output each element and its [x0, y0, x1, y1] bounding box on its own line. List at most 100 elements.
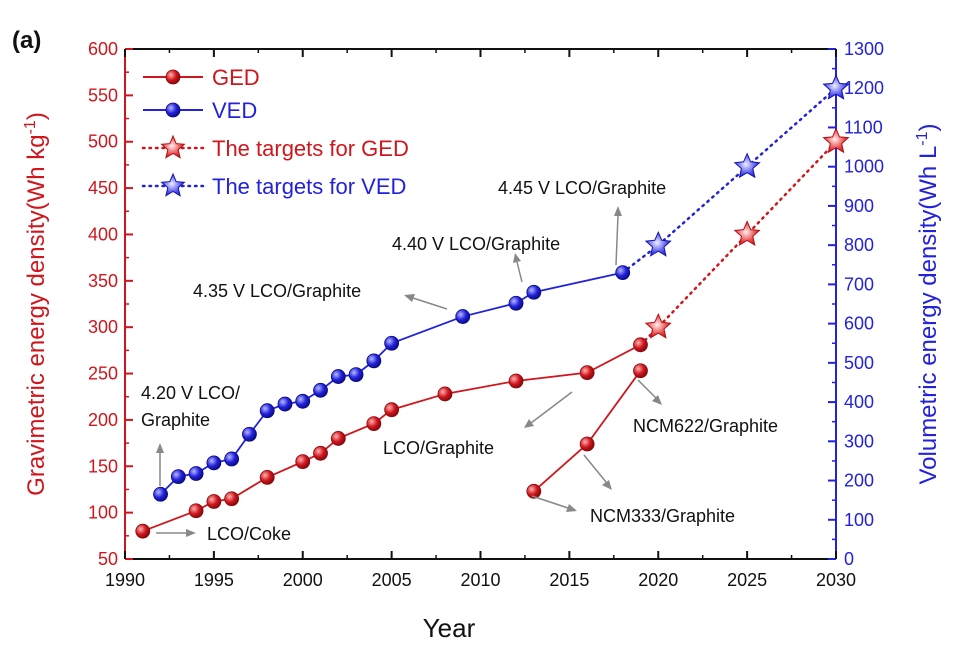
annotation-420v-line2: Graphite	[141, 410, 210, 430]
y-tick-left-label: 200	[88, 410, 118, 430]
y-tick-right-label: 500	[844, 353, 874, 373]
x-tick-label: 2025	[727, 570, 767, 590]
series-4	[621, 73, 850, 274]
target-star-point	[644, 230, 672, 257]
legend-star-ged-icon	[160, 134, 186, 159]
y-tick-left-label: 300	[88, 317, 118, 337]
legend-label-targets-ved: The targets for VED	[212, 174, 406, 199]
axes	[124, 48, 837, 560]
data-point	[633, 363, 648, 379]
target-star-point	[733, 152, 761, 179]
series-3	[639, 127, 850, 347]
y-tick-right-label: 800	[844, 235, 874, 255]
x-axis-label: Year	[423, 613, 476, 643]
y-tick-left-label: 50	[98, 549, 118, 569]
y-ticks-left: 50 100 150 200 250 300 350 400 450 500 550 600	[88, 39, 133, 569]
data-point	[313, 445, 328, 461]
y-tick-right-label: 1100	[844, 117, 883, 137]
annotation-ncm333-text: NCM333/Graphite	[590, 506, 735, 526]
series-line-targets	[621, 86, 838, 274]
legend-item-targets-ged: The targets for GED	[141, 134, 409, 161]
annotation-420v-line1: 4.20 V LCO/	[141, 383, 240, 403]
y-tick-right-label: 1300	[844, 39, 884, 59]
y-tick-left-label: 400	[88, 224, 118, 244]
y-axis-right-label-unit: -1	[914, 131, 931, 145]
annotation-445v-text: 4.45 V LCO/Graphite	[498, 178, 666, 198]
y-tick-left-label: 100	[88, 503, 118, 523]
y-axis-left-label-unit: -1	[22, 120, 39, 134]
target-star-point	[822, 127, 850, 154]
series-2	[153, 265, 631, 502]
y-tick-left-label: 150	[88, 456, 118, 476]
legend-star-ved-icon	[160, 172, 186, 197]
legend-star-ved-shape	[160, 172, 186, 197]
data-point	[455, 309, 471, 324]
y-tick-right-label: 900	[844, 196, 874, 216]
data-point	[366, 353, 382, 369]
y-tick-right-label: 200	[844, 471, 874, 491]
legend: GED VED The targets for GED The targets …	[141, 65, 409, 199]
data-point	[170, 469, 186, 485]
data-point	[508, 373, 524, 389]
y-tick-left-label: 600	[88, 39, 118, 59]
annotation-440v: 4.40 V LCO/Graphite	[392, 234, 560, 283]
data-point	[508, 295, 524, 311]
legend-star-ged-shape	[160, 134, 186, 159]
y-tick-left-label: 550	[88, 85, 118, 105]
y-axis-left-label: Gravimetric energy density(Wh kg-1)	[22, 112, 50, 496]
x-tick-label: 2000	[283, 570, 323, 590]
legend-item-ved: VED	[143, 98, 257, 123]
data-point	[153, 486, 168, 502]
series-0	[135, 337, 648, 539]
data-point	[579, 436, 595, 452]
y-axis-right-label: Volumetric energy density(Wh L-1)	[914, 123, 942, 484]
data-point	[206, 455, 222, 471]
annotation-lco-graphite-text: LCO/Graphite	[383, 438, 494, 458]
annotation-lco-coke: LCO/Coke	[156, 524, 291, 544]
legend-label-targets-ged: The targets for GED	[212, 136, 409, 161]
annotation-440v-text: 4.40 V LCO/Graphite	[392, 234, 560, 254]
data-point	[224, 451, 240, 467]
y-axis-left-label-close: )	[23, 112, 50, 120]
annotation-ncm333: NCM333/Graphite	[531, 454, 735, 526]
data-point	[259, 469, 275, 485]
data-point	[330, 431, 346, 446]
target-star-point	[733, 220, 761, 247]
data-point	[224, 491, 240, 507]
y-axis-right-label-close: )	[915, 123, 942, 131]
y-tick-left-label: 250	[88, 364, 118, 384]
data-point	[188, 466, 204, 481]
y-tick-left-label: 350	[88, 271, 118, 291]
data-point	[384, 402, 400, 418]
annotations: LCO/Coke 4.20 V LCO/ Graphite 4.35 V LCO…	[141, 178, 778, 544]
x-tick-label: 2030	[816, 570, 856, 590]
data-point	[526, 483, 542, 499]
data-point	[188, 503, 204, 519]
legend-item-targets-ved: The targets for VED	[141, 172, 406, 199]
y-tick-right-label: 0	[844, 549, 854, 569]
annotation-435v-text: 4.35 V LCO/Graphite	[193, 281, 361, 301]
x-tick-label: 2010	[460, 570, 500, 590]
annotation-ncm622-text: NCM622/Graphite	[633, 416, 778, 436]
y-tick-right-label: 400	[844, 392, 874, 412]
legend-label-ved: VED	[212, 98, 257, 123]
x-tick-label: 2005	[372, 570, 412, 590]
data-point	[295, 454, 311, 470]
target-star-point	[822, 73, 850, 100]
data-point	[366, 416, 382, 432]
annotation-435v: 4.35 V LCO/Graphite	[193, 281, 448, 310]
y-tick-left-label: 500	[88, 132, 118, 152]
data-point	[259, 403, 275, 419]
data-point	[615, 265, 631, 281]
annotation-420v: 4.20 V LCO/ Graphite	[141, 383, 240, 486]
annotation-ncm622: NCM622/Graphite	[633, 379, 778, 436]
y-axis-right-label-text: Volumetric energy density(Wh L	[915, 146, 942, 485]
x-tick-label: 2020	[638, 570, 678, 590]
x-ticks: 1990 1995 2000 2005 2010 2015 2020 2025 2030	[105, 49, 856, 590]
data-point	[437, 386, 453, 402]
series-layer	[135, 73, 850, 539]
data-point	[579, 365, 595, 381]
data-point	[242, 426, 257, 442]
y-tick-right-label: 1000	[844, 157, 884, 177]
